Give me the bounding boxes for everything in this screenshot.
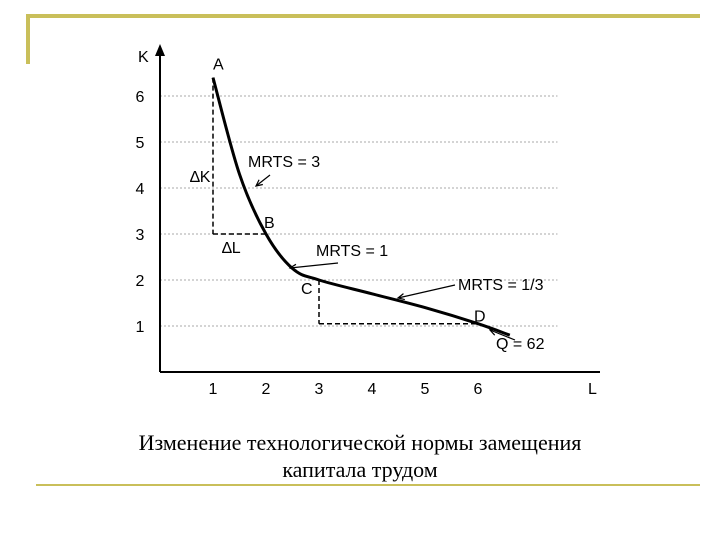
mrts-3-arrow [255,174,271,187]
y-tick-label: 6 [136,89,145,106]
x-tick-label: 3 [315,381,324,398]
isoquant-label-arrow [489,329,516,341]
x-tick-label: 6 [474,381,483,398]
y-axis-label: K [138,49,149,66]
mrts-1-3-label: MRTS = 1/3 [458,277,544,294]
mrts-1-label: MRTS = 1 [316,243,388,260]
point-label-c: C [301,281,313,298]
mrts-1-arrow [289,262,339,269]
mrts-1-arrow-head [288,263,297,271]
x-axis-label: L [588,381,597,398]
mrts-3-arrow-head [254,179,263,187]
mrts-1-3-arrow [397,284,456,299]
y-tick-label: 2 [136,273,145,290]
point-label-d: D [474,309,486,326]
isoquant-label: Q = 62 [496,336,545,353]
point-label-b: B [264,215,275,232]
decor-bottom-line [36,484,700,486]
x-tick-label: 2 [262,381,271,398]
y-tick-label: 1 [136,319,145,336]
caption-line-1: Изменение технологической нормы замещени… [138,430,582,455]
decor-vertical-line [26,14,30,64]
mrts-3-label: MRTS = 3 [248,154,320,171]
point-label-a: A [213,57,224,74]
isoquant-chart: K L 1 2 3 4 5 6 1 2 3 4 5 6 A B C D ∆K ∆L MRTS = 3 MRTS = 1 MR… [136,44,600,398]
y-tick-label: 3 [136,227,145,244]
y-tick-label: 5 [136,135,145,152]
delta-l-label: ∆L [222,240,241,257]
y-tick-label: 4 [136,181,145,198]
x-tick-label: 5 [421,381,430,398]
decor-top-line [26,14,700,18]
mrts-1-3-arrow-head [396,293,405,301]
caption-line-2: капитала трудом [282,457,438,482]
x-tick-label: 1 [209,381,218,398]
isoquant-curve [211,77,511,337]
isoquant-label-arrow-head [488,328,498,336]
delta-k-label: ∆K [190,169,211,186]
y-axis-arrow [155,44,165,56]
x-tick-label: 4 [368,381,377,398]
